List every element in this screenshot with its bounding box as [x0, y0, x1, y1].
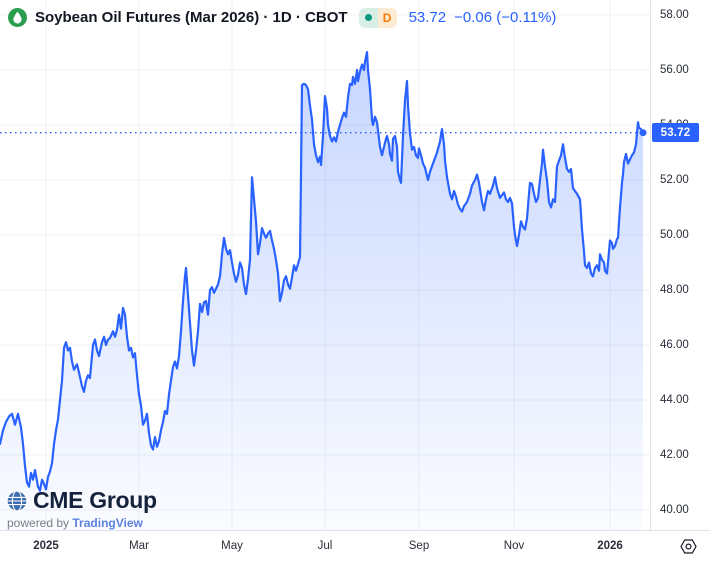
soybean-oil-symbol-logo-icon: [8, 8, 27, 27]
price-line-series: [0, 51, 645, 492]
price-tick-label: 56.00: [660, 64, 689, 76]
interval-badge: D: [377, 7, 397, 28]
time-scale[interactable]: 2025 Mar May Jul Sep Nov 2026: [0, 530, 710, 561]
price-tick-label: 50.00: [660, 229, 689, 241]
time-tick-label: 2026: [597, 540, 623, 552]
current-price-label: 53.72: [652, 123, 699, 143]
price-scale[interactable]: 58.0056.0054.0052.0050.0048.0046.0044.00…: [650, 0, 710, 530]
time-tick-label: Nov: [503, 540, 525, 552]
tradingview-link[interactable]: TradingView: [72, 516, 143, 530]
time-tick-label: May: [221, 540, 243, 552]
price-change-value: −0.06 (−0.11%): [454, 9, 557, 26]
market-status-segment: [358, 7, 378, 28]
time-tick-label: Sep: [408, 540, 430, 552]
last-point-marker: [639, 129, 647, 137]
price-tick-label: 58.00: [660, 9, 689, 21]
cme-group-logo-text: CME Group: [33, 487, 157, 513]
powered-by-text: powered by: [7, 516, 70, 530]
cme-group-watermark: CME Group powered by TradingView: [6, 487, 157, 530]
price-tick-label: 40.00: [660, 504, 689, 516]
chart-canvas[interactable]: [0, 0, 650, 530]
chart-settings-icon[interactable]: [680, 539, 697, 554]
price-tick-label: 46.00: [660, 339, 689, 351]
price-tick-label: 44.00: [660, 394, 689, 406]
time-tick-label: 2025: [33, 540, 59, 552]
price-tick-label: 48.00: [660, 284, 689, 296]
market-status-interval-pill: D: [358, 7, 397, 28]
price-tick-label: 42.00: [660, 449, 689, 461]
quote-readout: 53.72 −0.06 (−0.11%): [409, 9, 557, 26]
time-tick-label: Mar: [129, 540, 149, 552]
price-tick-label: 52.00: [660, 174, 689, 186]
symbol-title: Soybean Oil Futures (Mar 2026) · 1D · CB…: [35, 9, 348, 26]
cme-globe-icon: [6, 489, 28, 512]
area-fill: [0, 52, 643, 530]
symbol-info-header: Soybean Oil Futures (Mar 2026) · 1D · CB…: [8, 7, 556, 28]
last-price-value: 53.72: [408, 9, 447, 26]
market-open-dot-icon: [364, 14, 372, 21]
time-tick-label: Jul: [317, 540, 333, 552]
